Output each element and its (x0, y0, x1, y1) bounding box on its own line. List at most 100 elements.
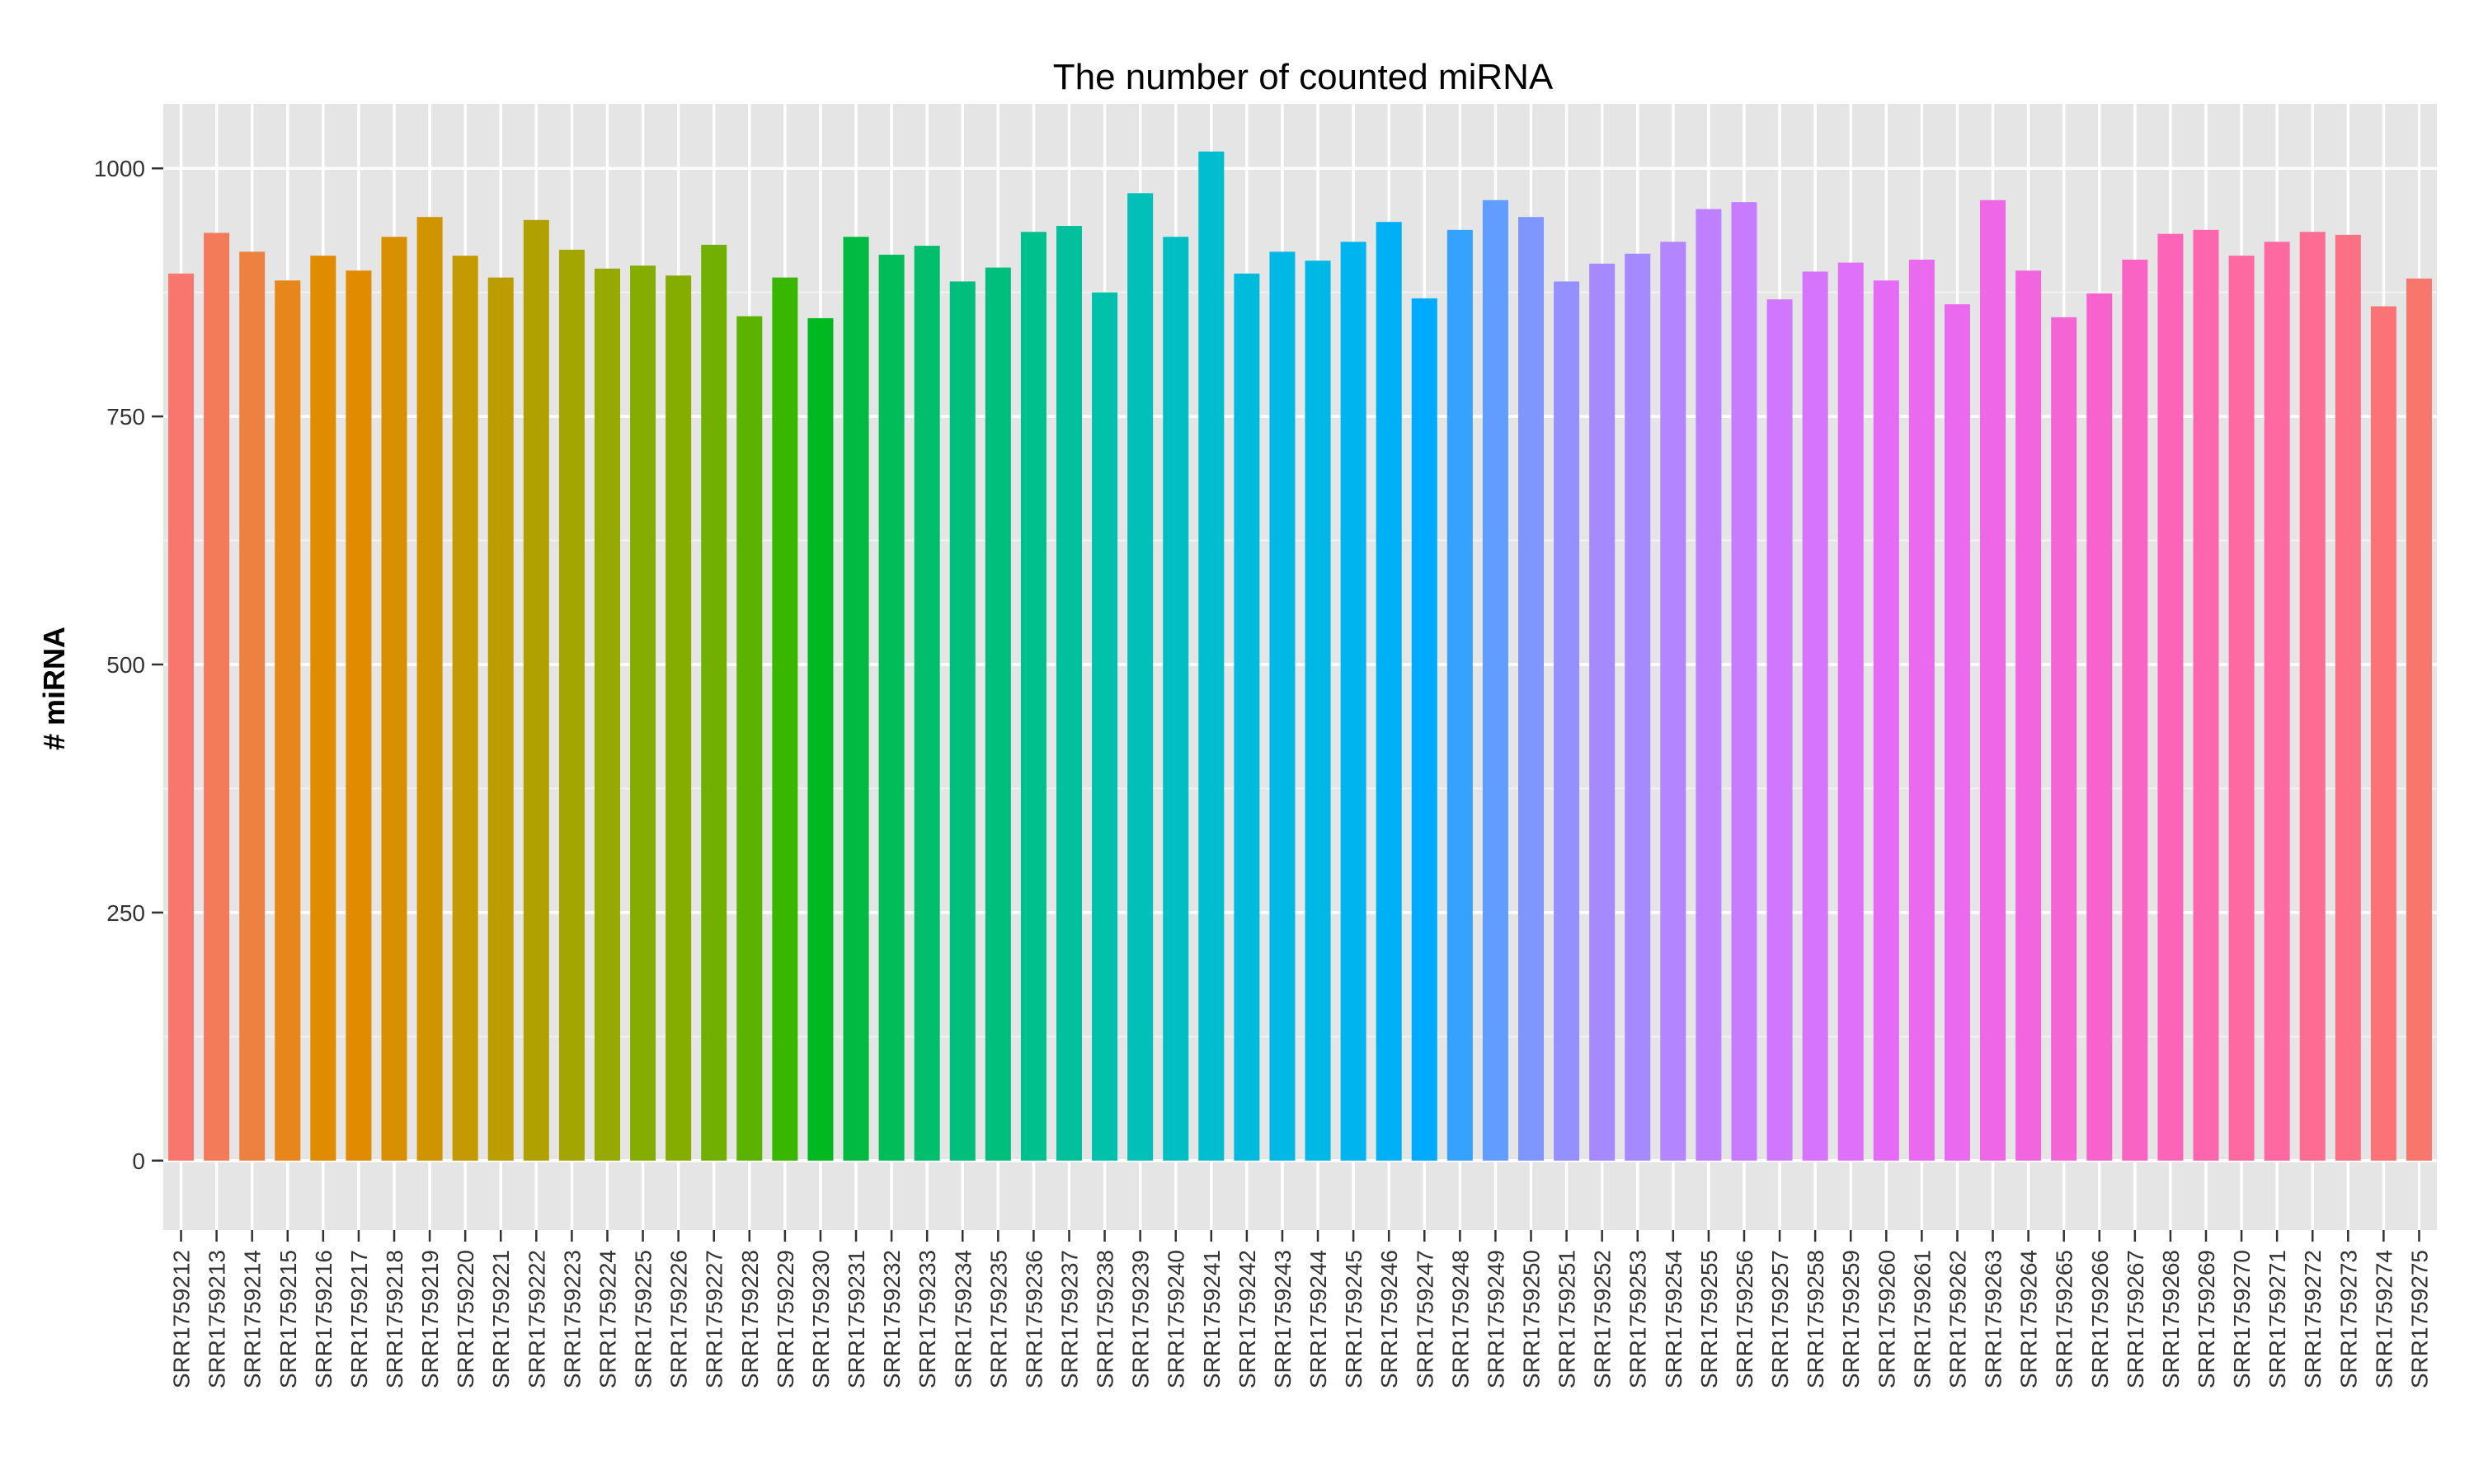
bar-SRR1759226 (666, 275, 692, 1161)
bar-SRR1759251 (1554, 281, 1580, 1161)
bar-SRR1759219 (416, 217, 443, 1161)
x-tick-label: SRR1759220 (453, 1250, 478, 1388)
bar-SRR1759246 (1376, 222, 1402, 1161)
x-tick-label: SRR1759243 (1270, 1250, 1296, 1388)
bar-SRR1759268 (2157, 233, 2184, 1161)
x-tick-label: SRR1759268 (2158, 1250, 2184, 1388)
x-tick-label: SRR1759250 (1519, 1250, 1545, 1388)
bar-SRR1759229 (772, 277, 798, 1161)
x-tick-label: SRR1759253 (1625, 1250, 1651, 1388)
x-tick-label: SRR1759274 (2371, 1250, 2396, 1388)
x-tick-label: SRR1759240 (1164, 1250, 1189, 1388)
bars (168, 151, 2432, 1161)
bar-SRR1759220 (452, 256, 478, 1161)
bar-SRR1759273 (2335, 234, 2361, 1161)
bar-SRR1759228 (736, 316, 763, 1161)
x-tick-label: SRR1759218 (382, 1250, 407, 1388)
x-tick-label: SRR1759227 (702, 1250, 727, 1388)
x-tick-label: SRR1759261 (1909, 1250, 1935, 1388)
bar-SRR1759237 (1056, 226, 1083, 1161)
x-tick-label: SRR1759230 (808, 1250, 834, 1388)
x-tick-label: SRR1759264 (2016, 1250, 2042, 1388)
x-tick-label: SRR1759275 (2406, 1250, 2432, 1388)
bar-SRR1759259 (1837, 262, 1864, 1161)
x-tick-label: SRR1759258 (1803, 1250, 1828, 1388)
bar-SRR1759238 (1092, 292, 1118, 1161)
y-axis: 0 250 500 750 1000 (94, 156, 163, 1174)
bar-SRR1759267 (2122, 259, 2148, 1161)
x-tick-label: SRR1759242 (1235, 1250, 1260, 1388)
x-tick-label: SRR1759245 (1341, 1250, 1366, 1388)
x-tick-label: SRR1759217 (346, 1250, 372, 1388)
bar-SRR1759218 (381, 237, 407, 1161)
bar-SRR1759261 (1908, 259, 1935, 1161)
x-tick-label: SRR1759249 (1483, 1250, 1508, 1388)
x-tick-label: SRR1759229 (773, 1250, 798, 1388)
x-tick-label: SRR1759212 (169, 1250, 195, 1388)
y-tick-label: 250 (106, 900, 145, 926)
bar-SRR1759244 (1305, 261, 1331, 1161)
bar-SRR1759214 (239, 251, 266, 1161)
x-tick-label: SRR1759260 (1874, 1250, 1899, 1388)
x-tick-label: SRR1759216 (311, 1250, 336, 1388)
x-tick-label: SRR1759266 (2087, 1250, 2113, 1388)
bar-SRR1759265 (2051, 317, 2077, 1161)
y-tick-label: 500 (106, 652, 145, 678)
x-tick-label: SRR1759273 (2335, 1250, 2361, 1388)
bar-SRR1759254 (1660, 242, 1686, 1161)
x-tick-label: SRR1759255 (1696, 1250, 1722, 1388)
y-tick-label: 1000 (94, 156, 145, 181)
chart-title: The number of counted miRNA (1053, 57, 1554, 97)
x-tick-label: SRR1759232 (879, 1250, 905, 1388)
bar-SRR1759230 (807, 317, 834, 1161)
bar-SRR1759247 (1411, 298, 1437, 1161)
bar-SRR1759249 (1482, 200, 1508, 1161)
x-tick-label: SRR1759246 (1376, 1250, 1402, 1388)
x-tick-label: SRR1759213 (205, 1250, 230, 1388)
x-tick-label: SRR1759239 (1128, 1250, 1154, 1388)
bar-SRR1759240 (1163, 237, 1189, 1161)
bar-SRR1759213 (204, 232, 230, 1161)
bar-SRR1759275 (2406, 278, 2432, 1161)
bar-SRR1759234 (949, 281, 976, 1161)
x-tick-label: SRR1759263 (1981, 1250, 2006, 1388)
x-tick-label: SRR1759226 (666, 1250, 692, 1388)
bar-SRR1759223 (558, 249, 585, 1161)
bar-SRR1759242 (1234, 273, 1260, 1161)
y-axis-label: # miRNA (37, 627, 71, 750)
x-tick-label: SRR1759241 (1199, 1250, 1225, 1388)
bar-SRR1759252 (1589, 263, 1616, 1161)
bar-SRR1759241 (1198, 151, 1225, 1161)
x-tick-label: SRR1759236 (1021, 1250, 1047, 1388)
x-tick-label: SRR1759215 (275, 1250, 301, 1388)
x-tick-label: SRR1759271 (2265, 1250, 2290, 1388)
bar-SRR1759245 (1340, 242, 1366, 1161)
bar-SRR1759221 (487, 277, 514, 1161)
bar-SRR1759215 (275, 280, 301, 1161)
x-tick-label: SRR1759233 (915, 1250, 940, 1388)
x-tick-label: SRR1759262 (1945, 1250, 1970, 1388)
bar-SRR1759253 (1625, 253, 1651, 1161)
x-tick-label: SRR1759228 (737, 1250, 763, 1388)
bar-SRR1759243 (1269, 251, 1296, 1161)
bar-SRR1759260 (1873, 280, 1899, 1161)
x-tick-label: SRR1759256 (1732, 1250, 1757, 1388)
bar-SRR1759263 (1980, 200, 2006, 1161)
x-tick-label: SRR1759235 (985, 1250, 1011, 1388)
bar-SRR1759216 (310, 256, 336, 1161)
x-tick-label: SRR1759272 (2300, 1250, 2326, 1388)
x-tick-label: SRR1759270 (2229, 1250, 2255, 1388)
x-tick-label: SRR1759237 (1056, 1250, 1082, 1388)
x-tick-label: SRR1759214 (240, 1250, 266, 1388)
x-tick-label: SRR1759234 (950, 1250, 976, 1388)
bar-SRR1759258 (1802, 271, 1828, 1161)
x-tick-label: SRR1759244 (1305, 1250, 1331, 1388)
bar-SRR1759274 (2370, 306, 2396, 1161)
x-tick-label: SRR1759251 (1554, 1250, 1580, 1388)
x-tick-label: SRR1759222 (524, 1250, 549, 1388)
bar-SRR1759222 (523, 219, 549, 1161)
bar-SRR1759248 (1446, 229, 1473, 1161)
bar-SRR1759217 (346, 270, 372, 1161)
x-tick-label: SRR1759265 (2052, 1250, 2077, 1388)
